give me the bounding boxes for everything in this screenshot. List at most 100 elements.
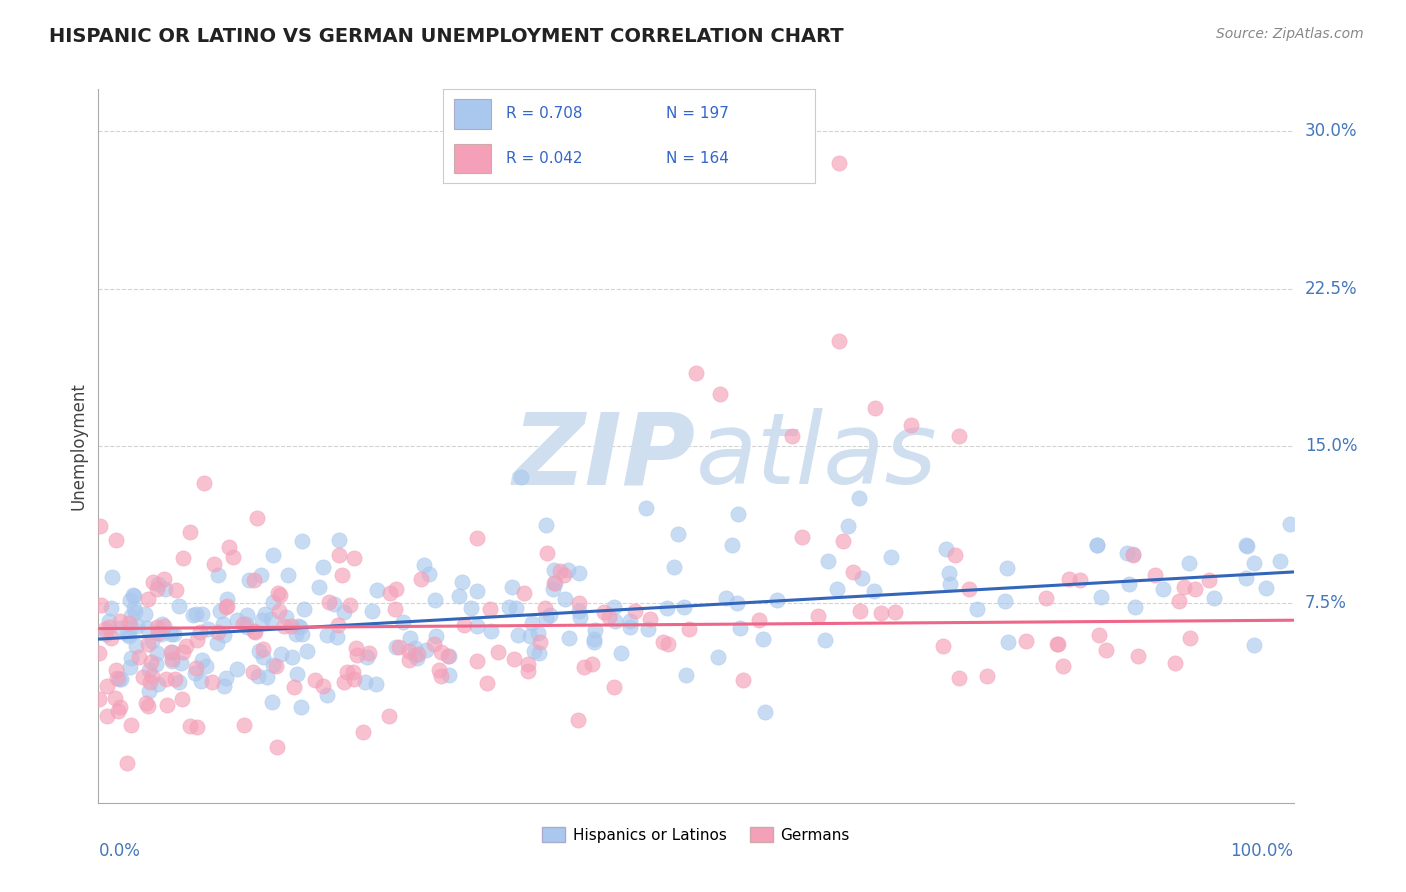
Point	[273, 618, 295, 632]
Point	[155, 582, 177, 596]
Text: R = 0.708: R = 0.708	[506, 106, 582, 121]
Point	[384, 602, 406, 616]
Point	[136, 637, 159, 651]
Point	[751, 632, 773, 647]
Point	[557, 631, 579, 645]
Point	[342, 665, 364, 679]
Point	[283, 680, 305, 694]
Point	[281, 650, 304, 665]
Point	[673, 600, 696, 615]
Point	[1178, 556, 1201, 570]
Point	[1279, 517, 1302, 532]
Point	[837, 518, 859, 533]
Point	[138, 663, 160, 677]
Point	[326, 630, 349, 644]
Point	[603, 680, 626, 694]
Point	[437, 668, 460, 682]
Point	[513, 586, 536, 600]
Point	[336, 665, 359, 679]
Point	[191, 607, 214, 621]
Point	[191, 653, 214, 667]
Point	[118, 593, 141, 607]
Point	[938, 566, 960, 580]
Point	[828, 155, 851, 169]
Point	[1118, 577, 1140, 591]
Point	[728, 621, 751, 635]
Point	[1085, 538, 1108, 552]
Point	[120, 659, 142, 673]
Point	[163, 626, 186, 640]
Point	[153, 572, 176, 586]
Point	[603, 614, 626, 628]
Point	[188, 625, 211, 640]
Point	[841, 565, 863, 579]
Point	[172, 551, 194, 566]
Point	[146, 577, 169, 591]
Point	[1085, 538, 1108, 552]
Point	[568, 604, 591, 618]
Point	[287, 667, 309, 681]
Point	[89, 691, 111, 706]
Point	[392, 615, 415, 629]
Point	[1198, 574, 1220, 588]
Point	[1122, 548, 1144, 562]
Point	[1243, 638, 1265, 652]
Point	[190, 673, 212, 688]
Point	[134, 607, 156, 621]
Point	[725, 596, 748, 610]
Point	[939, 577, 962, 591]
Point	[308, 580, 330, 594]
Point	[304, 673, 326, 687]
Point	[534, 611, 557, 625]
Point	[598, 610, 620, 624]
Text: atlas: atlas	[696, 409, 938, 505]
Point	[425, 593, 447, 607]
Point	[1046, 637, 1069, 651]
Point	[520, 616, 543, 631]
Point	[246, 510, 269, 524]
Text: 100.0%: 100.0%	[1230, 842, 1294, 860]
Point	[465, 654, 488, 668]
Point	[202, 557, 225, 571]
Point	[197, 622, 219, 636]
Point	[1015, 633, 1038, 648]
Point	[107, 704, 129, 718]
Point	[943, 548, 966, 562]
Point	[534, 517, 557, 532]
Point	[678, 622, 700, 636]
Point	[132, 670, 155, 684]
Text: 15.0%: 15.0%	[1305, 437, 1357, 455]
Point	[509, 470, 531, 484]
Point	[252, 650, 274, 665]
Point	[748, 613, 770, 627]
Point	[399, 631, 422, 645]
Point	[851, 571, 873, 585]
Point	[995, 560, 1018, 574]
Point	[720, 538, 742, 552]
Point	[165, 672, 187, 686]
Point	[225, 662, 247, 676]
Point	[406, 650, 429, 665]
Point	[333, 605, 356, 619]
Point	[120, 650, 142, 665]
Point	[385, 582, 408, 597]
Point	[165, 583, 187, 598]
Point	[139, 655, 162, 669]
Point	[422, 637, 444, 651]
Point	[1052, 659, 1074, 673]
Point	[418, 567, 440, 582]
Point	[388, 640, 411, 654]
Point	[475, 676, 498, 690]
Point	[425, 629, 447, 643]
Point	[138, 683, 160, 698]
Point	[582, 635, 605, 649]
Point	[100, 632, 122, 646]
Point	[186, 660, 208, 674]
Point	[498, 599, 520, 614]
Point	[141, 669, 163, 683]
Point	[121, 619, 143, 633]
Point	[135, 696, 157, 710]
Point	[292, 601, 315, 615]
Point	[568, 610, 591, 624]
Point	[150, 617, 173, 632]
